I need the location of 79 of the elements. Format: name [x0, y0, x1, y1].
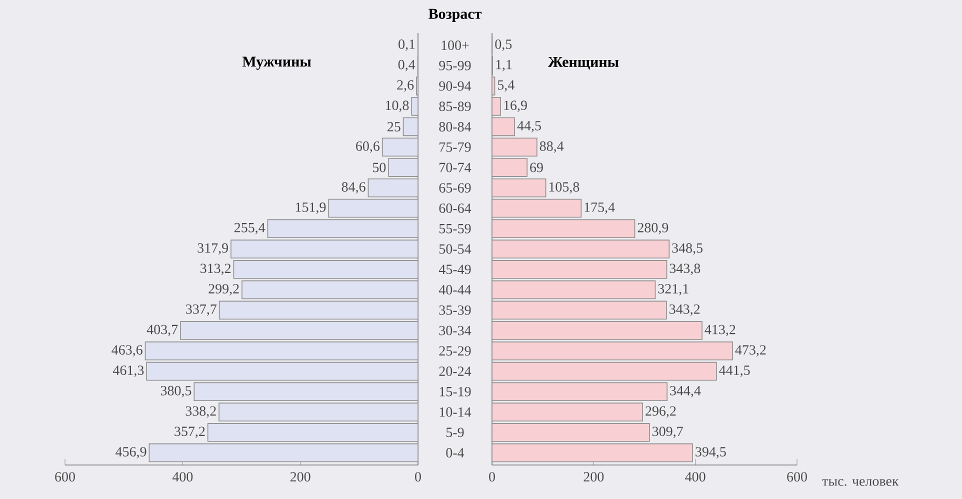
y-tick-label: 60-64 — [439, 204, 472, 213]
data-label: 5,4 — [498, 80, 514, 92]
x-tick-label: 600 — [55, 472, 75, 482]
x-tick-label: 0 — [489, 472, 495, 482]
x-tick-label: 200 — [584, 472, 604, 482]
y-tick-label: 30-34 — [439, 326, 472, 336]
y-tick-label: 85-89 — [439, 102, 471, 112]
data-label: 105,8 — [549, 182, 580, 194]
y-tick-label: 75-79 — [440, 142, 471, 152]
data-label: 60,6 — [356, 141, 380, 153]
x-tick-label: 0 — [415, 472, 421, 482]
data-label: 456,9 — [116, 447, 146, 458]
x-tick-label: 200 — [290, 472, 310, 482]
data-label: 357,2 — [174, 426, 205, 438]
data-label: 10,8 — [386, 100, 409, 112]
data-label: 463,6 — [112, 345, 142, 357]
data-label: 313,2 — [200, 264, 231, 276]
y-tick-label: 0-4 — [446, 448, 464, 458]
data-label: 2,6 — [397, 80, 414, 92]
y-tick-label: 70-74 — [440, 162, 472, 172]
y-tick-label: 95-99 — [439, 60, 471, 70]
y-tick-label: 90-94 — [439, 81, 472, 91]
y-tick-label: 25-29 — [439, 346, 471, 356]
x-tick-label: 400 — [172, 472, 193, 482]
data-label: 16,9 — [504, 100, 527, 112]
y-tick-label: 50-54 — [439, 244, 472, 254]
y-tick-label: 100+ — [442, 40, 469, 50]
data-label: 0,5 — [495, 39, 512, 51]
x-axis-title: тыс. человек — [822, 479, 899, 486]
data-label: 84,6 — [342, 182, 366, 194]
bar — [492, 117, 516, 136]
y-tick-label: 35-39 — [439, 305, 471, 315]
data-label: 44,5 — [517, 121, 541, 132]
y-tick-label: 45-49 — [438, 264, 471, 274]
data-label: 151,9 — [296, 202, 326, 214]
text: Женщины — [548, 57, 619, 70]
data-label: 380,5 — [160, 386, 192, 398]
data-label: 473,2 — [735, 345, 766, 357]
x-tick-label: 400 — [685, 472, 706, 482]
y-tick-label: 80-84 — [439, 122, 472, 132]
bar — [402, 117, 418, 136]
text: Мужчины — [242, 56, 312, 70]
data-label: 50 — [372, 162, 386, 172]
data-label: 1,1 — [496, 60, 512, 72]
y-tick-label: 65-69 — [439, 183, 471, 193]
data-label: 255,4 — [234, 222, 266, 234]
data-label: 317,9 — [198, 243, 228, 255]
data-label: 461,3 — [112, 366, 144, 377]
data-label: 175,4 — [584, 202, 615, 214]
data-label: 338,2 — [186, 406, 216, 418]
x-tick-label: 600 — [787, 472, 807, 482]
data-label: 348,5 — [672, 243, 703, 255]
y-tick-label: 20-24 — [439, 366, 472, 376]
data-label: 394,5 — [696, 447, 726, 458]
data-label: 344,4 — [670, 386, 701, 398]
data-label: 337,7 — [186, 304, 217, 316]
y-tick-label: 15-19 — [440, 386, 471, 396]
bar — [492, 198, 582, 218]
y-tick-label: 5-9 — [446, 428, 464, 438]
y-tick-label: 10-14 — [440, 407, 472, 417]
y-tick-label: 55-59 — [439, 224, 471, 234]
data-label: 88,4 — [540, 141, 564, 153]
data-label: 321,1 — [658, 284, 688, 296]
bar — [328, 198, 418, 218]
data-label: 403,7 — [146, 324, 178, 336]
data-label: 413,2 — [704, 324, 736, 336]
data-label: 343,2 — [670, 304, 700, 316]
data-label: 25 — [388, 122, 400, 132]
data-label: 280,9 — [638, 222, 668, 234]
data-label: 69 — [530, 162, 543, 172]
data-label: 0,4 — [398, 60, 416, 72]
y-axis-title: Возраст — [428, 8, 482, 22]
y-tick-label: 40-44 — [438, 285, 472, 294]
data-label: 0,1 — [398, 39, 415, 51]
data-label: 343,8 — [670, 264, 700, 276]
data-label: 296,2 — [646, 406, 676, 418]
data-label: 299,2 — [208, 284, 239, 296]
data-label: 441,5 — [719, 366, 750, 377]
data-label: 309,7 — [652, 426, 683, 438]
